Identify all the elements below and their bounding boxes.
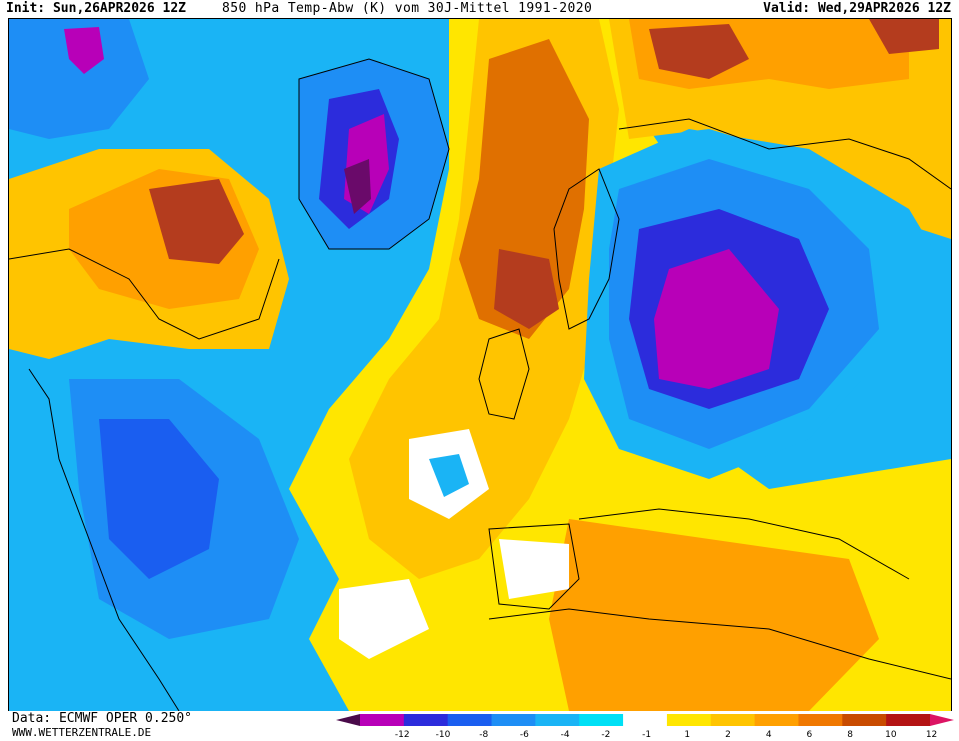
legend-tick-label: 1	[684, 730, 691, 740]
legend-swatch	[754, 714, 799, 726]
chart-header: Init: Sun,26APR2026 12Z 850 hPa Temp-Abw…	[0, 0, 959, 18]
greenland-cold-core	[344, 159, 371, 214]
legend-arrow-low	[336, 714, 360, 726]
iberia-coast	[488, 523, 580, 610]
legend-swatch	[798, 714, 843, 726]
west-atlantic-cold-strong	[99, 419, 219, 579]
norwegian-sea-hot	[494, 249, 559, 329]
legend-tick-label: 10	[885, 730, 897, 740]
legend-swatch	[491, 714, 536, 726]
greenland-coast	[298, 58, 450, 250]
valid-time-label: Valid: Wed,29APR2026 12Z	[763, 1, 951, 16]
legend-tick-label: -6	[519, 730, 529, 740]
temperature-anomaly-map	[8, 18, 952, 712]
arctic-hot-spot	[649, 24, 749, 79]
legend-swatch	[623, 714, 668, 726]
canada-hot-area	[149, 179, 244, 264]
norwegian-sea-warm	[459, 39, 589, 339]
neutral-patch-africa-west	[339, 579, 429, 659]
northwest-cold-area	[9, 19, 149, 139]
legend-arrow-high	[930, 714, 954, 726]
map-canvas	[9, 19, 951, 711]
chart-description: 850 hPa Temp-Abw (K) vom 30J-Mittel 1991…	[222, 1, 593, 16]
legend-tick-label: 2	[725, 730, 731, 740]
cold-patch-atlantic	[429, 454, 469, 497]
scandinavia-coast	[553, 168, 620, 330]
legend-colorbar	[336, 714, 954, 726]
legend-tick-label: 8	[847, 730, 853, 740]
eastern-europe-cold-extreme	[654, 249, 779, 389]
legend-tick-label: -2	[601, 730, 611, 740]
british-isles-coast	[478, 328, 530, 420]
coastlines	[9, 58, 951, 711]
legend-swatch	[666, 714, 712, 726]
northwest-cold-extreme	[64, 27, 104, 74]
legend-tick-label: 4	[765, 730, 772, 740]
legend-swatch	[535, 714, 580, 726]
legend-tick-label: -4	[560, 730, 570, 740]
mediterranean-coast	[578, 508, 910, 580]
init-time-label: Init: Sun,26APR2026 12Z	[6, 1, 187, 16]
legend-tick-label: -8	[479, 730, 489, 740]
north-africa-warm-core	[549, 519, 879, 711]
legend-swatch	[579, 714, 624, 726]
legend-swatch	[886, 714, 931, 726]
legend-tick-label: -10	[435, 730, 451, 740]
legend-swatch	[842, 714, 887, 726]
legend-swatch	[403, 714, 449, 726]
canada-coast	[9, 248, 280, 340]
legend-swatch	[447, 714, 493, 726]
color-legend: -12 -10 -8 -6 -4 -2 -1 1 2 4 6 8 10 12	[330, 711, 959, 741]
legend-tick-label: 12	[925, 730, 938, 740]
legend-tick-label: -1	[642, 730, 652, 740]
africa-coast	[488, 608, 951, 680]
chart-footer: Data: ECMWF OPER 0.250° WWW.WETTERZENTRA…	[0, 711, 959, 741]
north-america-east-coast	[28, 368, 180, 711]
website-label: WWW.WETTERZENTRALE.DE	[12, 726, 152, 739]
legend-swatch	[360, 714, 405, 726]
legend-tick-label: 6	[806, 730, 813, 740]
legend-swatch	[710, 714, 756, 726]
legend-tick-label: -12	[394, 730, 410, 740]
russia-north-coast	[618, 118, 951, 190]
arctic-hot-spot-east	[869, 19, 939, 54]
data-source-label: Data: ECMWF OPER 0.250°	[12, 711, 193, 726]
neutral-patch-iberia	[499, 539, 569, 599]
